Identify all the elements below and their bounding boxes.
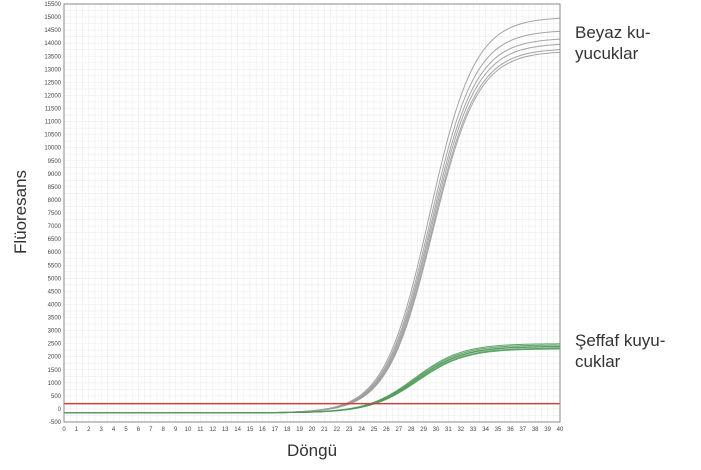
y-tick-label: 15500 [44, 2, 61, 8]
x-tick-label: 11 [197, 427, 204, 433]
y-tick-label: 7500 [48, 211, 62, 217]
annotation-clear-wells: cuklar [575, 352, 621, 371]
y-tick-label: 13500 [44, 54, 61, 60]
y-tick-label: 12000 [44, 93, 61, 99]
y-tick-label: 0 [58, 407, 62, 413]
x-tick-label: 39 [544, 427, 551, 433]
y-tick-label: 1000 [48, 381, 62, 387]
x-axis-ticks: 0 1 2 3 4 5 6 7 8 9 10 11 12 13 14 15 16 17 18 19 20 21 22 23 24… [62, 427, 564, 433]
y-tick-label: 11000 [45, 120, 62, 126]
x-tick-label: 23 [346, 427, 353, 433]
annotation-clear-wells: Şeffaf kuyu- [575, 331, 665, 350]
annotation-white-wells: Beyaz ku- [575, 23, 651, 42]
x-tick-label: 37 [519, 427, 526, 433]
annotation-white-wells: yucuklar [575, 44, 639, 63]
x-tick-label: 24 [358, 427, 365, 433]
y-tick-label: 2000 [48, 355, 62, 361]
x-tick-label: 18 [284, 427, 291, 433]
x-tick-label: 6 [137, 427, 141, 433]
y-tick-label: 5500 [48, 263, 62, 269]
y-tick-label: 8500 [48, 185, 62, 191]
x-tick-label: 3 [100, 427, 104, 433]
x-tick-label: 7 [149, 427, 153, 433]
x-tick-label: 31 [445, 427, 452, 433]
x-tick-label: 34 [482, 427, 489, 433]
x-tick-label: 25 [371, 427, 378, 433]
x-tick-label: 27 [395, 427, 402, 433]
x-tick-label: 22 [333, 427, 340, 433]
y-tick-label: 7000 [48, 224, 62, 230]
x-tick-label: 5 [124, 427, 128, 433]
x-tick-label: 17 [271, 427, 278, 433]
y-tick-label: 1500 [48, 368, 62, 374]
y-tick-label: 14000 [44, 41, 61, 47]
x-tick-label: 13 [222, 427, 229, 433]
x-tick-label: 14 [234, 427, 241, 433]
x-tick-label: 20 [309, 427, 316, 433]
x-tick-label: 0 [62, 427, 66, 433]
x-tick-label: 28 [408, 427, 415, 433]
x-tick-label: 33 [470, 427, 477, 433]
y-tick-label: 3000 [48, 329, 62, 335]
x-tick-label: 35 [495, 427, 502, 433]
y-tick-label: 500 [51, 394, 62, 400]
plot-grid [64, 4, 560, 422]
x-tick-label: 4 [112, 427, 116, 433]
y-tick-label: 10000 [44, 146, 61, 152]
y-tick-label: 4500 [48, 289, 62, 295]
x-axis-label: Döngü [287, 441, 337, 460]
x-tick-label: 36 [507, 427, 514, 433]
y-tick-label: 3500 [48, 316, 62, 322]
y-tick-label: 2500 [48, 342, 62, 348]
x-tick-label: 30 [433, 427, 440, 433]
y-tick-label: 13000 [44, 67, 61, 73]
x-tick-label: 40 [557, 427, 564, 433]
y-tick-label: 5000 [48, 276, 62, 282]
x-tick-label: 26 [383, 427, 390, 433]
y-tick-label: 6500 [48, 237, 62, 243]
y-axis-label: Flüoresans [11, 170, 30, 254]
x-tick-label: 9 [174, 427, 178, 433]
y-tick-label: 14500 [44, 28, 61, 34]
x-tick-label: 10 [185, 427, 192, 433]
x-tick-label: 19 [296, 427, 303, 433]
y-tick-label: 4000 [48, 302, 62, 308]
y-tick-label: 15000 [44, 15, 61, 21]
y-tick-label: 9500 [48, 159, 62, 165]
x-tick-label: 29 [420, 427, 427, 433]
y-tick-label: 12500 [44, 80, 61, 86]
y-tick-label: 10500 [44, 133, 61, 139]
curve-annotations: Beyaz ku-yucuklar Şeffaf kuyu-cuklar [575, 23, 665, 371]
y-axis-ticks: -500 0 500 1000 1500 2000 2500 3000 3500 4000 4500… [44, 2, 61, 426]
x-tick-label: 1 [75, 427, 79, 433]
x-tick-label: 8 [162, 427, 166, 433]
y-tick-label: -500 [49, 420, 62, 426]
x-tick-label: 21 [321, 427, 328, 433]
x-tick-label: 16 [259, 427, 266, 433]
y-tick-label: 9000 [48, 172, 62, 178]
x-tick-label: 12 [209, 427, 216, 433]
y-tick-label: 8000 [48, 198, 62, 204]
y-tick-label: 11500 [45, 107, 62, 113]
x-tick-label: 15 [247, 427, 254, 433]
x-tick-label: 2 [87, 427, 91, 433]
y-tick-label: 6000 [48, 250, 62, 256]
x-tick-label: 38 [532, 427, 539, 433]
x-tick-label: 32 [457, 427, 464, 433]
